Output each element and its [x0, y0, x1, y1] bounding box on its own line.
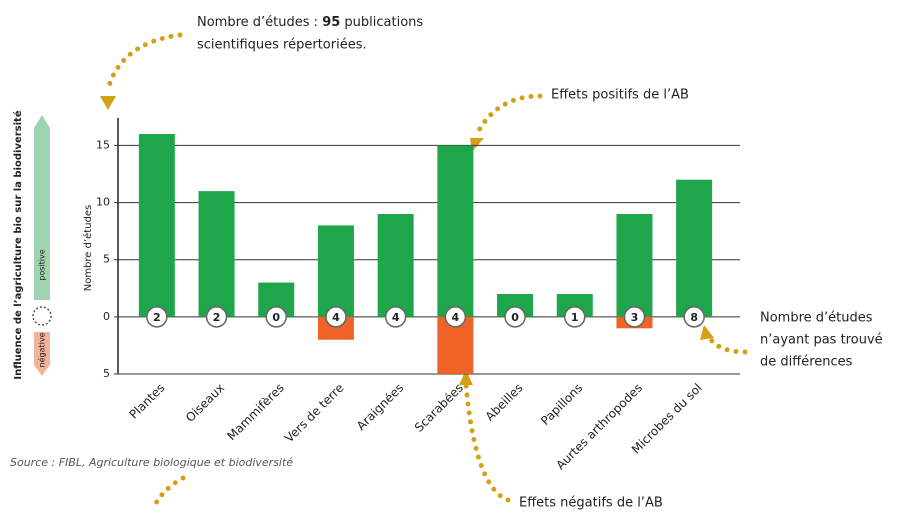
bar: [437, 145, 473, 316]
positive-label: positive: [38, 249, 47, 280]
y-tick-label: 0: [103, 310, 110, 323]
bar: [676, 180, 712, 317]
no-difference-count: 2: [213, 311, 221, 324]
y-tick-label: 5: [103, 367, 110, 380]
annotation: Nombre d’études: [760, 311, 873, 326]
y-tick-label: 5: [103, 253, 110, 266]
annotation: Nombre d’études : 95 publications: [197, 15, 423, 30]
side-label: Influence de l’agriculture bio sur la bi…: [12, 110, 24, 379]
neutral-circle: [33, 307, 51, 325]
annotation-part: publications: [344, 15, 423, 30]
no-difference-count: 0: [272, 311, 280, 324]
dotted-arrow: [155, 478, 183, 505]
no-difference-count: 8: [690, 311, 698, 324]
dotted-arrow: [478, 96, 540, 132]
no-difference-count: 2: [153, 311, 161, 324]
bar: [378, 214, 414, 317]
x-tick-label: Vers de terre: [282, 381, 347, 446]
annotation: Effets négatifs de l’AB: [519, 496, 663, 511]
x-tick-label: Araignées: [354, 381, 406, 433]
annotation: de différences: [760, 355, 853, 370]
annotation-part: Nombre d’études :: [197, 15, 318, 30]
x-tick-label: Papillons: [538, 381, 585, 428]
arrow-head: [100, 96, 116, 110]
no-difference-count: 4: [392, 311, 400, 324]
annotation: scientifiques répertoriées.: [197, 38, 367, 53]
no-difference-count: 3: [631, 311, 639, 324]
y-tick-label: 15: [96, 138, 110, 151]
source: Source : FIBL, Agriculture biologique et…: [10, 456, 293, 469]
x-tick-label: Oiseaux: [183, 381, 227, 425]
annotation: n’ayant pas trouvé: [760, 333, 883, 348]
dotted-arrow: [108, 35, 180, 90]
y-axis-label: Nombre d’études: [82, 205, 94, 292]
x-tick-label: Plantes: [127, 381, 168, 422]
x-tick-label: Scarabées: [412, 381, 466, 435]
negative-label: négative: [37, 332, 47, 367]
arrow-head: [700, 325, 714, 340]
no-difference-count: 4: [452, 311, 460, 324]
bar: [199, 191, 235, 317]
y-tick-label: 10: [96, 196, 110, 209]
no-difference-count: 0: [511, 311, 519, 324]
chart: Influence de l’agriculture bio sur la bi…: [0, 0, 904, 513]
annotation: Effets positifs de l’AB: [551, 88, 689, 103]
x-tick-label: Abeilles: [483, 381, 526, 424]
bar: [139, 134, 175, 317]
no-difference-count: 4: [332, 311, 340, 324]
annotation-part: 95: [322, 15, 340, 30]
x-tick-label: Mammifères: [224, 381, 286, 443]
bar: [318, 225, 354, 316]
no-difference-count: 1: [571, 311, 579, 324]
bar: [616, 214, 652, 317]
